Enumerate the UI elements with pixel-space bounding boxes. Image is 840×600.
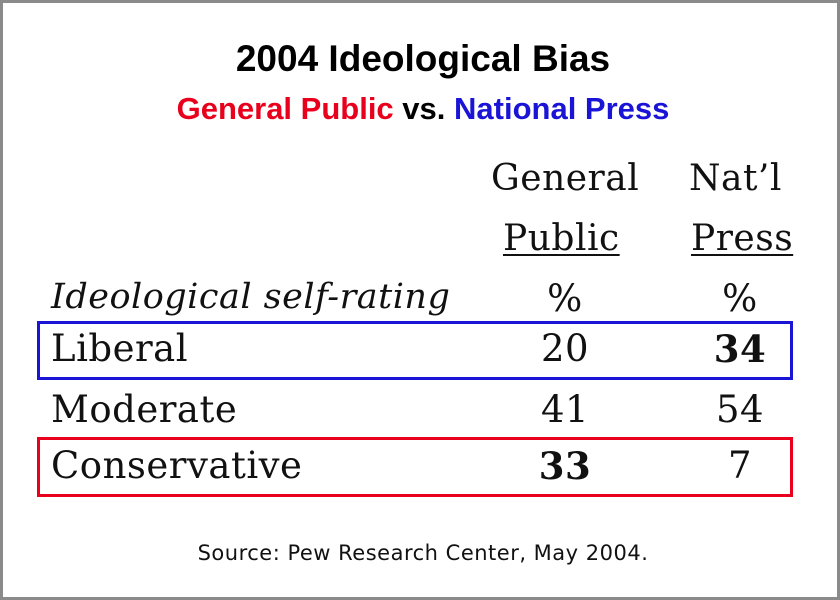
cell-conservative-general: 33	[538, 444, 592, 488]
chart-subtitle: General Public vs. National Press	[3, 89, 840, 129]
source-note: Source: Pew Research Center, May 2004.	[197, 541, 649, 565]
cell-moderate-press: 54	[715, 388, 765, 431]
cell-conservative-press: 7	[727, 444, 753, 487]
col-header-general-line1: General	[491, 158, 640, 199]
highlight-box-liberal	[37, 321, 793, 380]
cell-moderate-general: 41	[540, 388, 590, 431]
col-header-press-line2: Press	[691, 218, 794, 259]
row-label-liberal: Liberal	[51, 327, 189, 370]
chart-title: 2004 Ideological Bias	[235, 38, 611, 79]
row-header: Ideological self-rating	[51, 277, 451, 317]
subtitle-national-press: National Press	[454, 91, 670, 126]
highlight-box-conservative	[37, 437, 793, 497]
row-label-moderate: Moderate	[51, 388, 238, 431]
cell-liberal-press: 34	[713, 327, 767, 371]
col-unit-press: %	[722, 277, 758, 320]
cell-liberal-general: 20	[540, 327, 590, 370]
col-header-press-line1: Nat’l	[689, 158, 782, 199]
subtitle-vs: vs.	[402, 91, 446, 126]
row-label-conservative: Conservative	[51, 444, 303, 487]
col-header-general-line2: Public	[503, 218, 620, 259]
col-unit-general: %	[547, 277, 583, 320]
subtitle-general-public: General Public	[176, 91, 394, 126]
